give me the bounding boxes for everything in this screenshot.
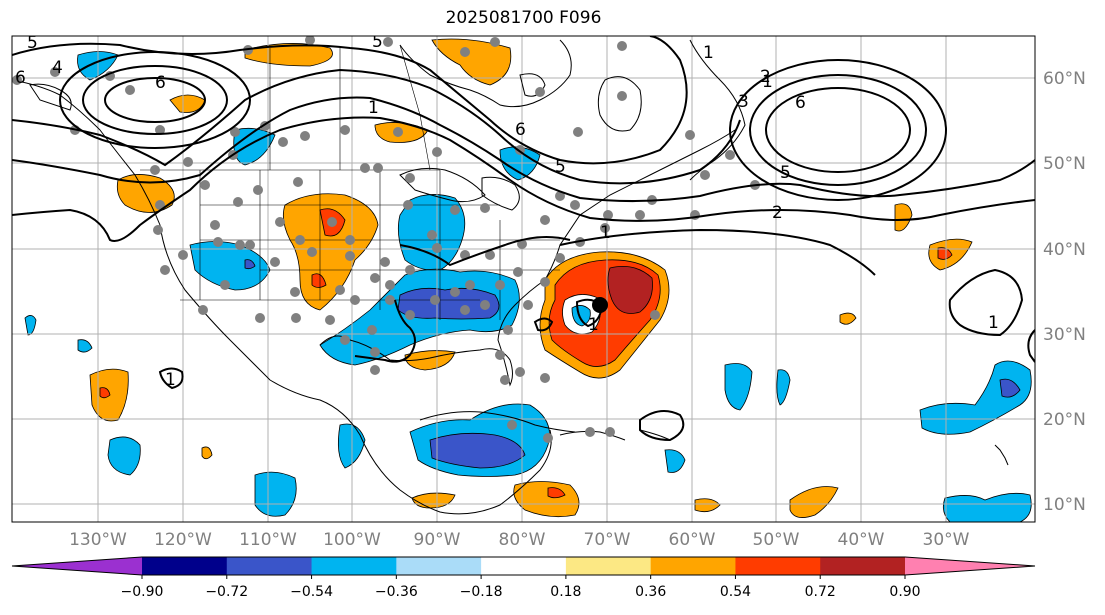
- colorbar-box: [481, 557, 567, 575]
- colorbar-box: [565, 557, 652, 575]
- lon-label: 100°W: [323, 530, 381, 550]
- colorbar-tick-label: 0.90: [889, 584, 920, 600]
- colorbar-tick-label: −0.72: [205, 584, 248, 600]
- lon-label: 110°W: [239, 530, 297, 550]
- contour-labels: 5 4 6 6 1 6 5 5 1 1 2 3 6 5 2 1 1 1 1: [15, 32, 999, 390]
- coastlines: [12, 39, 1009, 515]
- colorbar-tick-label: 0.72: [805, 584, 836, 600]
- colorbar: [11, 556, 1036, 576]
- lat-label: 30°N: [1043, 325, 1086, 345]
- svg-text:3: 3: [738, 92, 749, 112]
- svg-text:1: 1: [588, 315, 599, 335]
- colorbar-extend-min: [12, 557, 142, 575]
- lon-label: 40°W: [838, 530, 885, 550]
- svg-text:2: 2: [760, 67, 771, 87]
- colorbar-box: [142, 557, 228, 575]
- colorbar-tick-label: 0.18: [550, 584, 581, 600]
- lat-label: 40°N: [1043, 240, 1086, 260]
- station-dots: [12, 36, 760, 443]
- colorbar-extend-max: [905, 557, 1035, 575]
- lon-label: 130°W: [69, 530, 127, 550]
- contour-lines: [12, 36, 1035, 442]
- colorbar-box: [820, 557, 906, 575]
- lon-label: 60°W: [669, 530, 716, 550]
- colorbar-tick-label: 0.54: [720, 584, 751, 600]
- svg-text:2: 2: [772, 203, 783, 223]
- colorbar-box: [226, 557, 313, 575]
- colorbar-tick-labels: −0.90 −0.72 −0.54 −0.36 −0.18 0.18 0.36 0.54 0.7…: [121, 575, 921, 600]
- svg-text:1: 1: [762, 72, 773, 92]
- lon-label: 30°W: [923, 530, 970, 550]
- svg-text:1: 1: [600, 223, 611, 243]
- svg-text:5: 5: [372, 32, 383, 52]
- svg-text:6: 6: [515, 120, 526, 140]
- lat-label: 50°N: [1043, 154, 1086, 174]
- colorbar-box: [396, 557, 482, 575]
- svg-text:5: 5: [780, 163, 791, 183]
- map-plot-area: 5 4 6 6 1 6 5 5 1 1 2 3 6 5 2 1 1 1 1: [12, 32, 1035, 522]
- lon-axis-labels: 130°W 120°W 110°W 100°W 90°W 80°W 70°W 6…: [69, 530, 970, 550]
- lon-label: 70°W: [584, 530, 631, 550]
- colorbar-tick-label: 0.36: [635, 584, 666, 600]
- lat-label: 60°N: [1043, 69, 1086, 89]
- svg-text:5: 5: [27, 33, 38, 53]
- colorbar-box: [735, 557, 821, 575]
- colorbar-tick-label: −0.36: [375, 584, 418, 600]
- lat-label: 20°N: [1043, 410, 1086, 430]
- colorbar-tick-label: −0.90: [121, 584, 164, 600]
- lon-label: 120°W: [154, 530, 212, 550]
- svg-text:1: 1: [988, 313, 999, 333]
- lon-label: 80°W: [499, 530, 546, 550]
- svg-text:6: 6: [155, 73, 166, 93]
- lat-axis-labels: 60°N 50°N 40°N 30°N 20°N 10°N: [1043, 69, 1086, 515]
- lon-label: 50°W: [753, 530, 800, 550]
- svg-text:1: 1: [703, 43, 714, 63]
- colorbar-box: [650, 557, 736, 575]
- lat-label: 10°N: [1043, 495, 1086, 515]
- colorbar-tick-label: −0.54: [290, 584, 333, 600]
- colorbar-box: [311, 557, 397, 575]
- map-title: 2025081700 F096: [445, 8, 602, 28]
- svg-text:1: 1: [368, 98, 379, 118]
- svg-text:1: 1: [165, 370, 176, 390]
- lon-label: 90°W: [414, 530, 461, 550]
- map-frame: [11, 35, 1036, 523]
- storm-center-marker: [592, 297, 608, 313]
- svg-text:4: 4: [52, 58, 63, 78]
- svg-text:5: 5: [555, 157, 566, 177]
- svg-text:6: 6: [15, 68, 26, 88]
- svg-text:6: 6: [795, 93, 806, 113]
- colorbar-tick-label: −0.18: [460, 584, 503, 600]
